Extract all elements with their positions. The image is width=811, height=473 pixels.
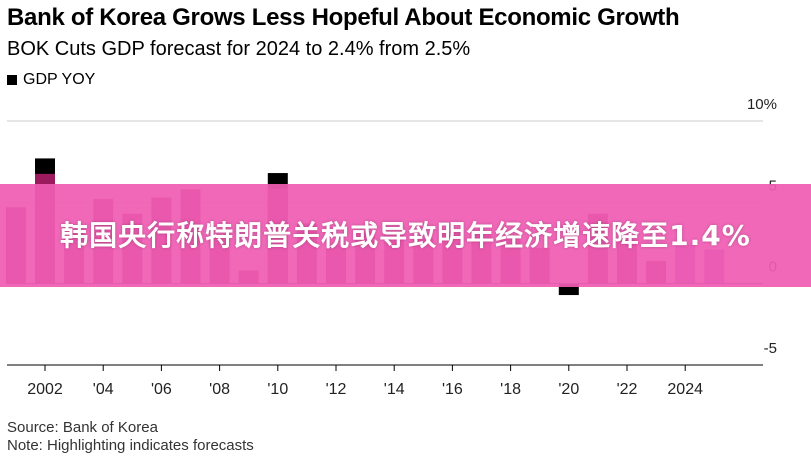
chart-title: Bank of Korea Grows Less Hopeful About E… (7, 4, 680, 31)
x-tick-label: '20 (558, 381, 579, 398)
x-tick-label: '22 (617, 381, 638, 398)
chart-legend: GDP YOY (7, 71, 95, 89)
headline-banner-text: 韩国央行称特朗普关税或导致明年经济增速降至1.4% (60, 218, 751, 252)
x-tick-label: '10 (267, 381, 288, 398)
x-tick-label: '06 (151, 381, 172, 398)
x-tick-label: '04 (93, 381, 114, 398)
x-tick-label: 2024 (667, 381, 703, 398)
y-tick-label: 10% (747, 96, 777, 113)
legend-label-gdp-yoy: GDP YOY (23, 71, 96, 88)
legend-swatch-gdp-yoy (7, 75, 17, 85)
chart-subtitle: BOK Cuts GDP forecast for 2024 to 2.4% f… (7, 38, 471, 60)
x-tick-label: '18 (500, 381, 521, 398)
source-note: Source: Bank of Korea (7, 419, 158, 436)
x-tick-label: '12 (326, 381, 347, 398)
headline-banner: 韩国央行称特朗普关税或导致明年经济增速降至1.4% (0, 184, 811, 287)
x-tick-label: '14 (384, 381, 405, 398)
forecast-note: Note: Highlighting indicates forecasts (7, 437, 254, 454)
x-tick-label: 2002 (27, 381, 63, 398)
x-tick-label: '16 (442, 381, 463, 398)
x-tick-label: '08 (209, 381, 230, 398)
bar-2020 (558, 283, 579, 296)
y-tick-label: -5 (764, 340, 777, 357)
